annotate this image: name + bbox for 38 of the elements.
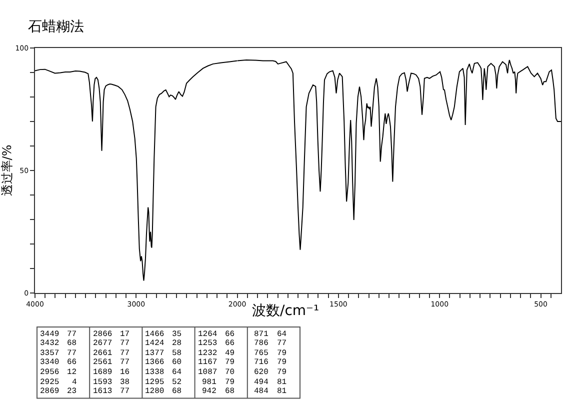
text: 1338 64 <box>145 368 182 377</box>
text: 1280 68 <box>145 387 182 396</box>
text: 1087 70 <box>198 368 235 377</box>
text: 2866 17 <box>93 330 130 339</box>
y-axis-title: 透过率/% <box>0 144 14 196</box>
text: 1253 66 <box>198 339 235 348</box>
text: 765 79 <box>254 349 287 358</box>
text: 2869 23 <box>40 387 77 396</box>
text: 620 79 <box>254 368 287 377</box>
text: 494 81 <box>254 378 287 387</box>
text: 1466 35 <box>145 330 182 339</box>
text: 3432 68 <box>40 339 77 348</box>
text: 1424 28 <box>145 339 182 348</box>
text: 716 79 <box>254 358 287 367</box>
text: 786 77 <box>254 339 287 348</box>
text: 1366 60 <box>145 358 182 367</box>
text: 1295 52 <box>145 378 182 387</box>
text: 484 81 <box>254 387 287 396</box>
text: 1232 49 <box>198 349 235 358</box>
text: 2925 4 <box>40 378 77 387</box>
x-axis-title: 波数/cm⁻¹ <box>252 303 320 319</box>
text: 1377 58 <box>145 349 182 358</box>
text: 981 79 <box>202 378 235 387</box>
text: 2956 12 <box>40 368 77 377</box>
text: 1689 16 <box>93 368 130 377</box>
text: 1167 79 <box>198 358 235 367</box>
text: 942 68 <box>202 387 235 396</box>
chart-title: 石蜡糊法 <box>28 18 84 35</box>
text: 1613 77 <box>93 387 130 396</box>
text: 2677 77 <box>93 339 130 348</box>
text: 1264 66 <box>198 330 235 339</box>
text: 2561 77 <box>93 358 130 367</box>
text: 871 64 <box>254 330 287 339</box>
text: 2661 77 <box>93 349 130 358</box>
text: 3357 77 <box>40 349 77 358</box>
text: 1593 38 <box>93 378 130 387</box>
text: 3449 77 <box>40 330 77 339</box>
text: 3340 66 <box>40 358 77 367</box>
